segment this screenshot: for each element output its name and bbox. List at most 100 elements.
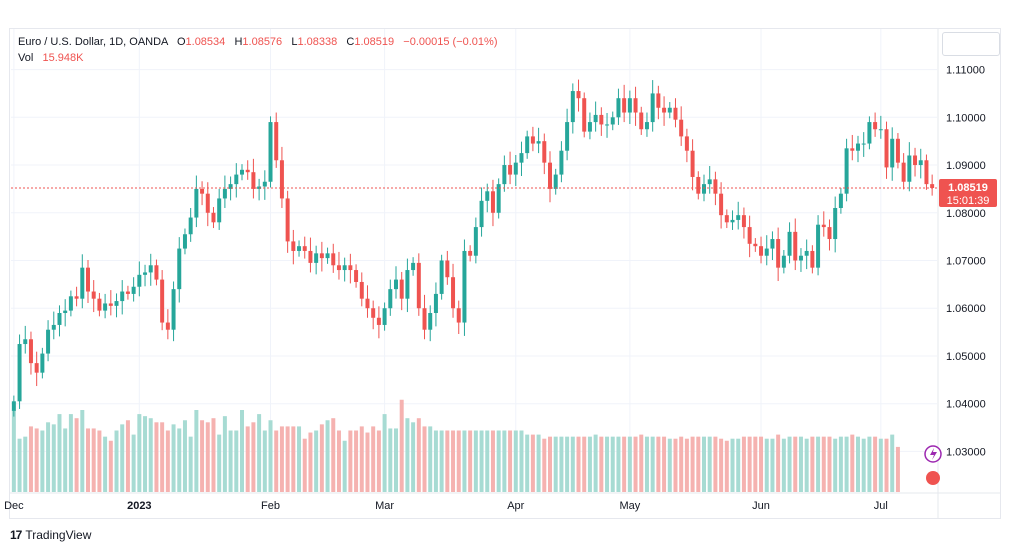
ohlc-legend: Euro / U.S. Dollar, 1D, OANDA O1.08534 H… [18, 36, 497, 48]
volume-bar [428, 426, 433, 492]
candle-body [120, 291, 125, 302]
candle-body [46, 329, 51, 354]
candle-body [433, 293, 438, 314]
scale-settings-box[interactable] [942, 32, 1000, 56]
volume-bar [91, 428, 96, 492]
volume-bar [365, 432, 370, 492]
volume-bar [11, 410, 16, 492]
volume-bar [251, 422, 256, 492]
candle-body [359, 281, 364, 299]
candle-body [673, 107, 678, 120]
volume-bar [508, 430, 513, 492]
volume-bar [160, 422, 165, 492]
candle-body [702, 184, 706, 194]
candle-body [496, 184, 501, 213]
volume-bar [57, 414, 62, 492]
candle-body [907, 155, 912, 182]
volume-bar [399, 399, 404, 492]
y-axis-tick-label: 1.06000 [946, 303, 986, 315]
x-axis-tick-label: Jul [874, 500, 888, 512]
volume-bar [713, 436, 718, 492]
volume-bar [23, 436, 28, 492]
candle-body [125, 291, 130, 294]
volume-bar [200, 420, 205, 492]
volume-bar [336, 430, 341, 492]
candle-body [639, 112, 644, 130]
candle-body [542, 141, 547, 163]
candle-body [616, 98, 621, 118]
symbol-name[interactable]: Euro / U.S. Dollar, 1D, OANDA [18, 36, 168, 48]
volume-bar [878, 438, 883, 492]
volume-bar [684, 438, 689, 492]
volume-bar [240, 410, 244, 492]
volume-bar [433, 430, 438, 492]
volume-bar [177, 428, 182, 492]
volume-bar [838, 436, 843, 492]
candle-body [188, 217, 193, 235]
candle-body [342, 265, 347, 271]
x-axis-tick-label: Mar [375, 500, 394, 512]
volume-bar [51, 424, 56, 492]
candle-body [776, 239, 781, 268]
candle-body [285, 198, 290, 242]
close-value: 1.08519 [354, 36, 395, 48]
volume-bar [884, 438, 889, 492]
volume-bar [165, 430, 170, 492]
candle-body [462, 250, 467, 323]
volume-bar [74, 418, 79, 492]
x-axis-tick-label: Jun [752, 500, 770, 512]
volume-bar [724, 440, 729, 492]
candle-body [291, 241, 296, 251]
volume-bar [80, 410, 85, 492]
volume-bar [108, 440, 113, 492]
volume-bar [217, 434, 222, 492]
volume-bar [297, 426, 302, 492]
volume-bar [867, 436, 872, 492]
volume-bar [530, 434, 535, 492]
candle-body [627, 98, 632, 113]
y-axis-tick-label: 1.11000 [946, 65, 985, 77]
candle-body [781, 255, 786, 268]
x-axis-tick-label: Dec [4, 500, 24, 512]
volume-bar [120, 424, 125, 492]
candle-body [325, 253, 330, 259]
bar-countdown: 15:01:39 [947, 195, 990, 207]
candle-body [228, 184, 233, 189]
volume-bar [411, 422, 416, 492]
tradingview-logo[interactable]: 17 TradingView [10, 528, 91, 542]
candle-body [810, 250, 815, 268]
volume-bar [633, 436, 638, 492]
candle-body [650, 93, 655, 123]
candle-body [382, 308, 387, 325]
volume-bar [747, 436, 752, 492]
candle-body [508, 165, 513, 175]
candle-body [388, 289, 393, 309]
candle-body [873, 122, 878, 130]
volume-bar [810, 436, 815, 492]
volume-bar [696, 436, 701, 492]
volume-bar [268, 420, 273, 492]
volume-bar [553, 436, 558, 492]
candle-body [490, 191, 495, 213]
candle-body [211, 212, 216, 223]
volume-bar [376, 430, 381, 492]
volume-bar [707, 436, 712, 492]
volume-bar [616, 436, 621, 492]
volume-bar [354, 430, 359, 492]
volume-bar [559, 436, 564, 492]
candle-body [513, 162, 518, 175]
volume-bar [690, 436, 695, 492]
candle-body [405, 270, 410, 299]
candle-body [137, 274, 142, 287]
candle-body [17, 344, 22, 402]
candle-body [759, 246, 764, 256]
volume-bar [798, 436, 803, 492]
candle-body [34, 363, 39, 373]
lightning-icon [930, 448, 937, 460]
candle-body [576, 91, 581, 99]
volume-legend: Vol 15.948K [18, 52, 83, 64]
candle-body [793, 231, 798, 261]
low-label: L [291, 36, 298, 48]
candle-body [308, 250, 313, 263]
